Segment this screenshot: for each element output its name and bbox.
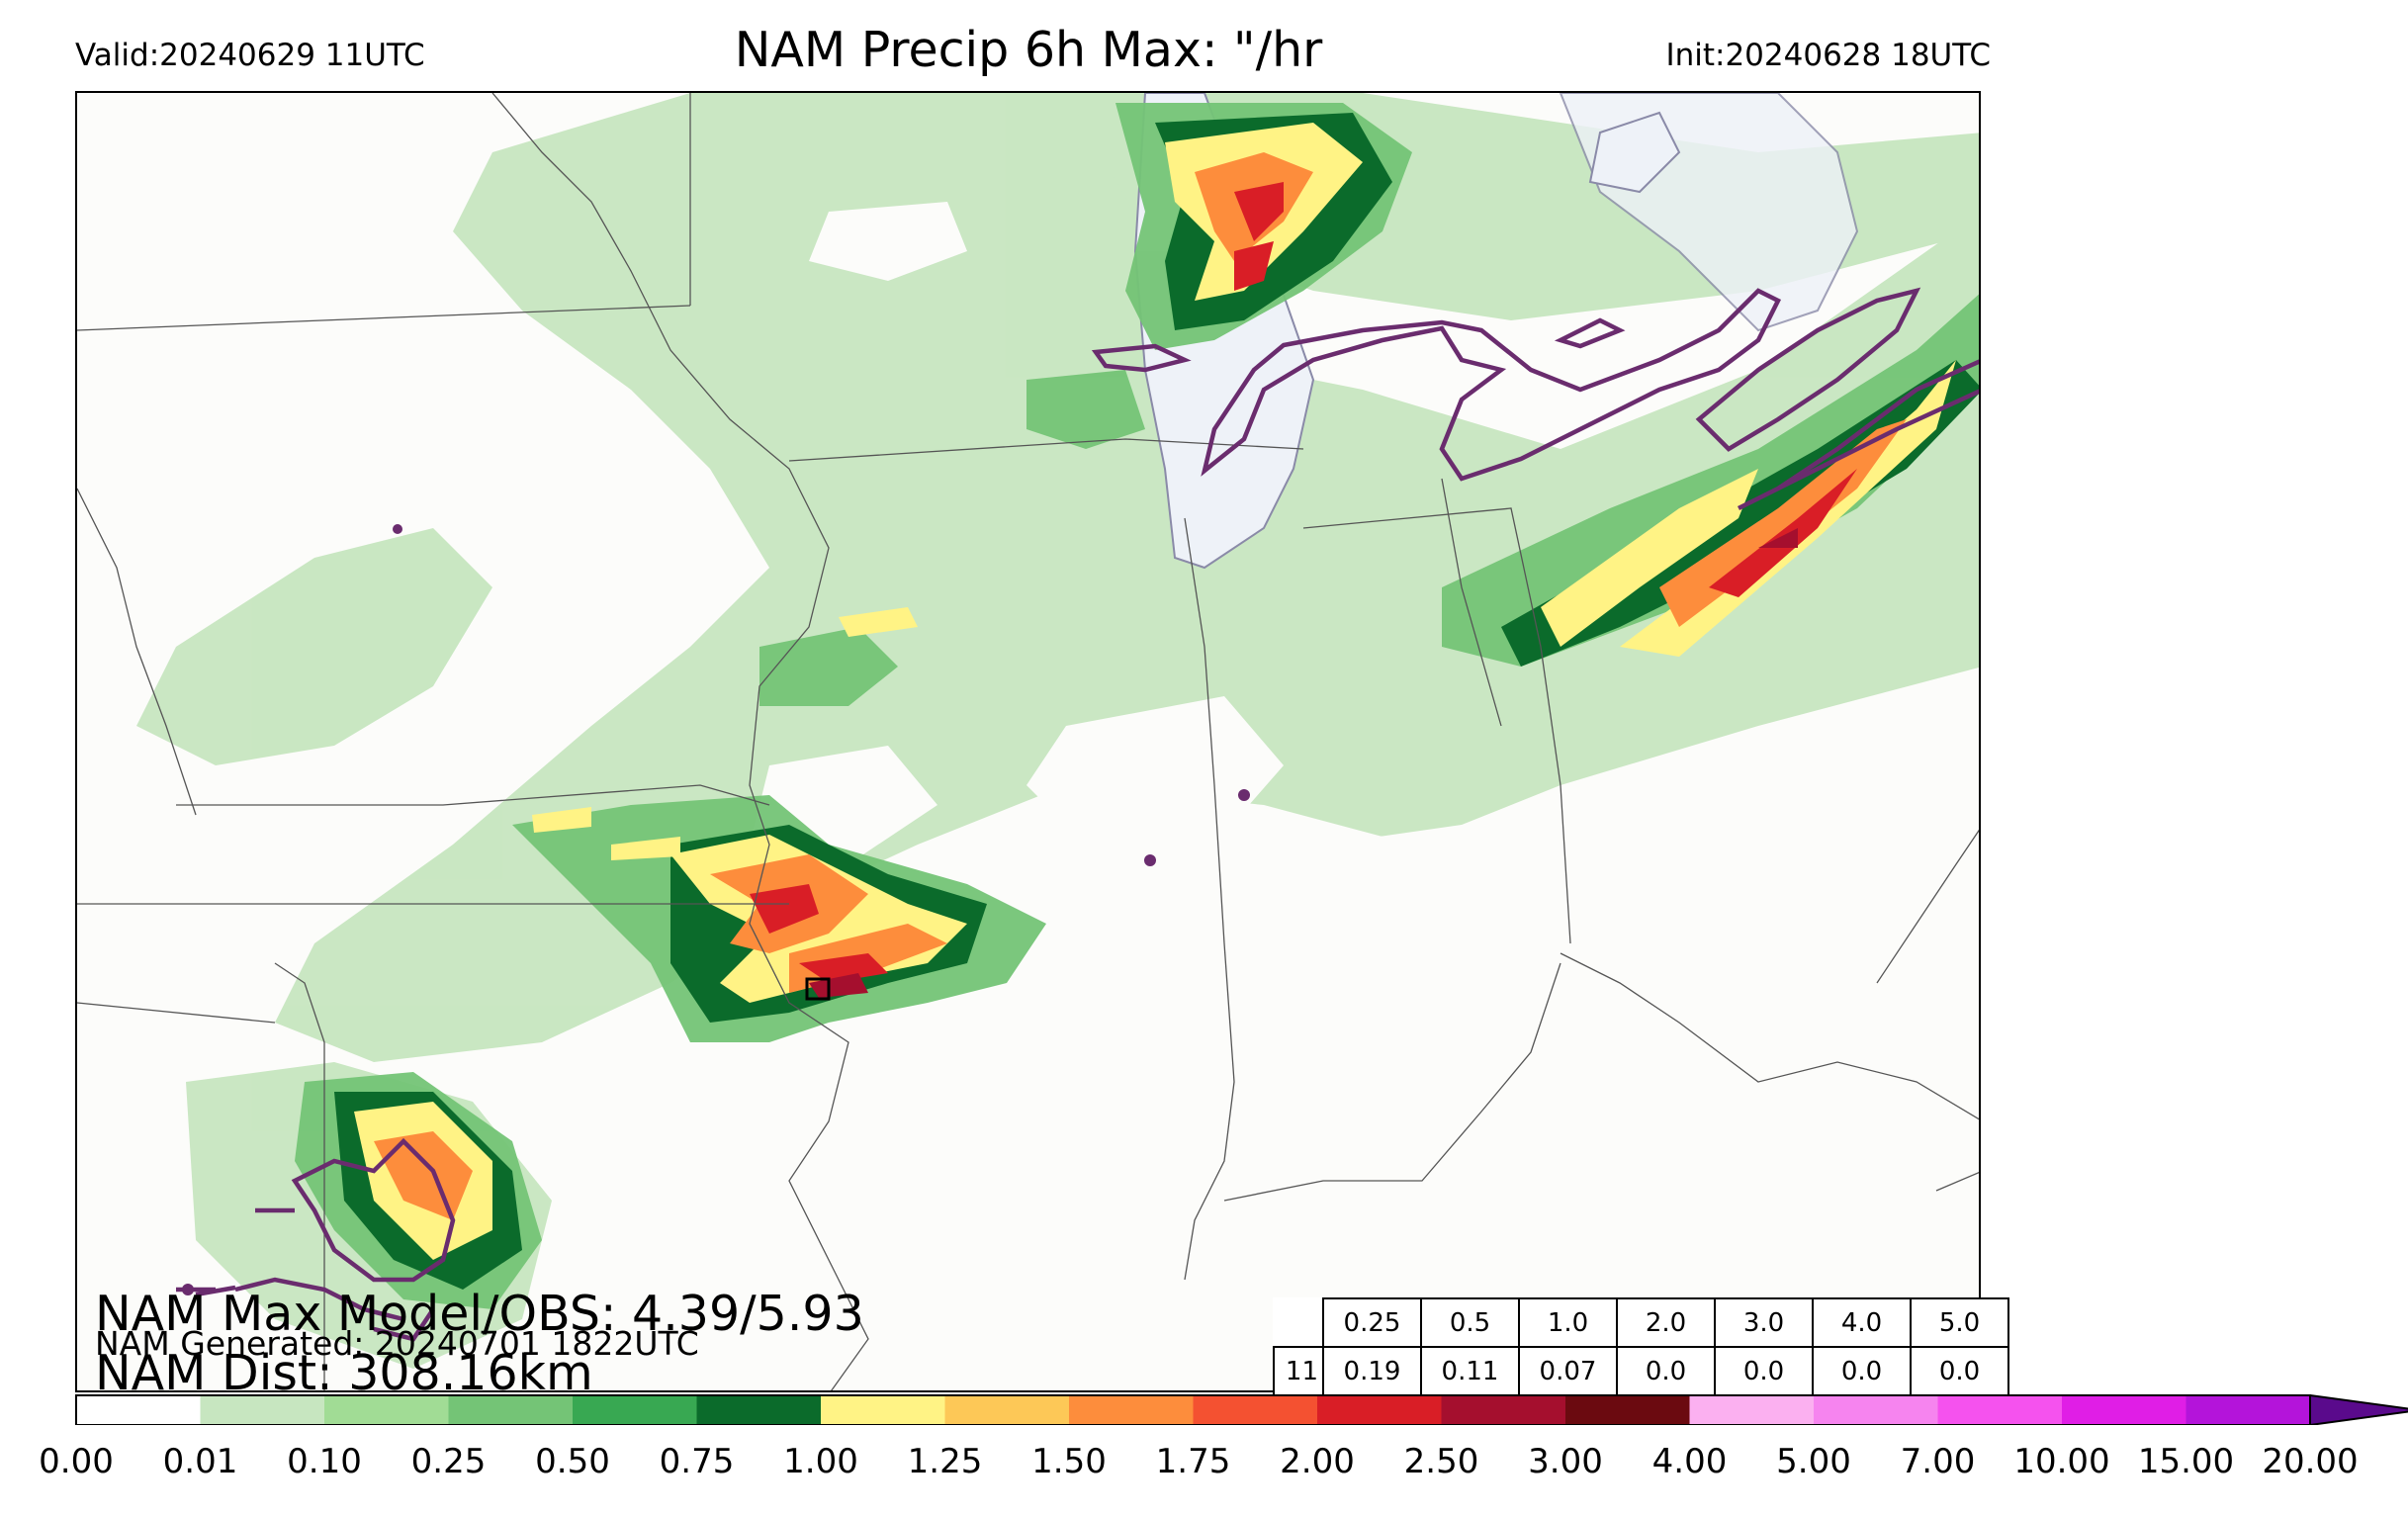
- colorbar-segment: [76, 1395, 201, 1425]
- colorbar-tick-label: 5.00: [1776, 1442, 1851, 1481]
- colorbar-tick-label: 1.00: [783, 1442, 858, 1481]
- colorbar-tick-label: 10.00: [2013, 1442, 2110, 1481]
- colorbar-tick-label: 0.25: [410, 1442, 487, 1481]
- colorbar: [75, 1394, 2408, 1425]
- colorbar-segment: [573, 1395, 697, 1425]
- value-cell: 0.19: [1322, 1346, 1422, 1396]
- precip-map[interactable]: [75, 91, 1981, 1392]
- colorbar-tick-label: 0.50: [535, 1442, 610, 1481]
- value-cell: 0.11: [1420, 1346, 1520, 1396]
- colorbar-segment: [1317, 1395, 1442, 1425]
- colorbar-segment: [1565, 1395, 1690, 1425]
- obs-dot: [393, 524, 402, 534]
- colorbar-tick-label: 2.00: [1280, 1442, 1355, 1481]
- threshold-table: 0.25 0.5 1.0 2.0 3.0 4.0 5.0 11 0.19 0.1…: [1273, 1297, 2009, 1396]
- state-borders: [77, 93, 1979, 1390]
- colorbar-tick-label: 2.50: [1403, 1442, 1479, 1481]
- colorbar-tick-label: 0.00: [39, 1442, 114, 1481]
- generated-time: NAM Generated: 20240701 1822UTC: [95, 1324, 699, 1363]
- precip-gaps: [750, 202, 1501, 943]
- colorbar-tick-label: 4.00: [1651, 1442, 1728, 1481]
- colorbar-segment: [1689, 1395, 1815, 1425]
- colorbar-tick-label: 1.75: [1155, 1442, 1231, 1481]
- colorbar-segment: [324, 1395, 449, 1425]
- value-row: 11 0.19 0.11 0.07 0.0 0.0 0.0 0.0: [1273, 1346, 2009, 1396]
- colorbar-segment: [448, 1395, 574, 1425]
- threshold-cell: 2.0: [1616, 1297, 1716, 1348]
- obs-dot: [182, 1284, 194, 1295]
- colorbar-segment: [1937, 1395, 2063, 1425]
- precip-dark-red: [809, 528, 1798, 998]
- colorbar-tick-label: 0.10: [287, 1442, 362, 1481]
- precip-red: [750, 182, 1857, 983]
- threshold-cell: 4.0: [1812, 1297, 1912, 1348]
- max-model-obs: NAM Max Model/OBS: 4.39/5.93: [95, 1286, 864, 1342]
- observed-contours: [176, 287, 1979, 1342]
- colorbar-frame: [75, 1394, 2311, 1425]
- colorbar-segment: [1193, 1395, 1318, 1425]
- colorbar-tick-label: 0.01: [162, 1442, 238, 1481]
- value-cell: 0.0: [1714, 1346, 1814, 1396]
- max-location-marker: [805, 977, 831, 1001]
- colorbar-tick-label: 1.50: [1031, 1442, 1107, 1481]
- obs-dot: [1238, 789, 1250, 801]
- valid-time: Valid:20240629 11UTC: [75, 38, 425, 73]
- colorbar-segment: [200, 1395, 325, 1425]
- threshold-cell: 0.5: [1420, 1297, 1520, 1348]
- value-cell: 0.0: [1616, 1346, 1716, 1396]
- threshold-cell: 1.0: [1518, 1297, 1618, 1348]
- colorbar-segment: [1069, 1395, 1194, 1425]
- threshold-cell: 5.0: [1910, 1297, 2009, 1348]
- threshold-cell: 3.0: [1714, 1297, 1814, 1348]
- colorbar-segment: [2185, 1395, 2311, 1425]
- colorbar-segment: [821, 1395, 945, 1425]
- value-cell: 0.0: [1910, 1346, 2009, 1396]
- colorbar-extend-arrow: [2309, 1394, 2408, 1425]
- colorbar-tick-label: 3.00: [1528, 1442, 1603, 1481]
- colorbar-tick-label: 15.00: [2137, 1442, 2235, 1481]
- chart-title: NAM Precip 6h Max: "/hr: [734, 22, 1323, 78]
- value-cell: 0.0: [1812, 1346, 1912, 1396]
- value-cell: 0.07: [1518, 1346, 1618, 1396]
- colorbar-segment: [2062, 1395, 2186, 1425]
- colorbar-segment: [944, 1395, 1070, 1425]
- map-canvas: [77, 93, 1979, 1390]
- colorbar-tick-label: 7.00: [1900, 1442, 1976, 1481]
- threshold-row: 0.25 0.5 1.0 2.0 3.0 4.0 5.0: [1274, 1297, 2009, 1348]
- colorbar-tick-label: 0.75: [659, 1442, 735, 1481]
- obs-dot: [1144, 854, 1156, 866]
- colorbar-tick-label: 1.25: [907, 1442, 983, 1481]
- colorbar-segment: [1441, 1395, 1566, 1425]
- colorbar-tick-label: 20.00: [2262, 1442, 2359, 1481]
- init-time: Init:20240628 18UTC: [1665, 38, 1991, 73]
- colorbar-segment: [1814, 1395, 1938, 1425]
- row-label: 11: [1273, 1346, 1324, 1396]
- distance: NAM Dist: 308.16km: [95, 1345, 593, 1401]
- colorbar-segment: [696, 1395, 822, 1425]
- threshold-cell: 0.25: [1322, 1297, 1422, 1348]
